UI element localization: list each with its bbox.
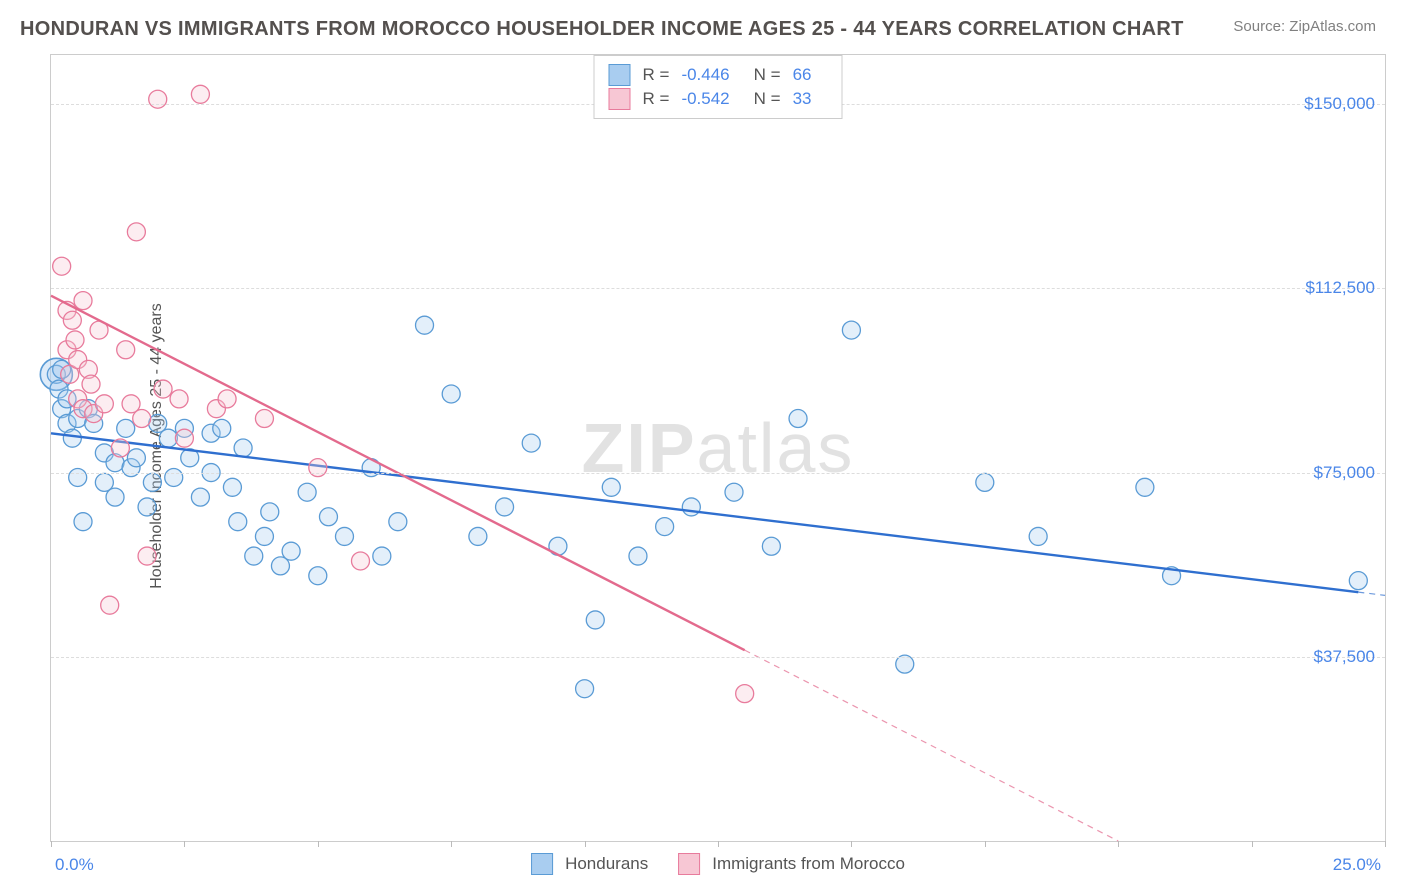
r-label: R =: [643, 89, 670, 109]
scatter-plot-svg: [51, 55, 1385, 841]
y-tick-label: $112,500: [1305, 278, 1375, 298]
n-label: N =: [754, 65, 781, 85]
swatch-morocco: [609, 88, 631, 110]
y-tick-label: $75,000: [1314, 463, 1375, 483]
legend-item-morocco: Immigrants from Morocco: [678, 853, 905, 875]
x-axis-max-label: 25.0%: [1333, 855, 1381, 875]
swatch-hondurans: [531, 853, 553, 875]
n-value-hondurans: 66: [793, 65, 812, 85]
correlation-legend: R = -0.446 N = 66 R = -0.542 N = 33: [594, 55, 843, 119]
chart-title: HONDURAN VS IMMIGRANTS FROM MOROCCO HOUS…: [20, 18, 1184, 41]
legend-item-hondurans: Hondurans: [531, 853, 648, 875]
series-legend: Hondurans Immigrants from Morocco: [531, 853, 905, 875]
r-value-morocco: -0.542: [681, 89, 729, 109]
source-link[interactable]: ZipAtlas.com: [1289, 18, 1376, 35]
legend-row-morocco: R = -0.542 N = 33: [609, 88, 828, 110]
r-label: R =: [643, 65, 670, 85]
r-value-hondurans: -0.446: [681, 65, 729, 85]
n-label: N =: [754, 89, 781, 109]
source-attribution: Source: ZipAtlas.com: [1233, 18, 1376, 35]
y-tick-label: $150,000: [1304, 94, 1375, 114]
legend-row-hondurans: R = -0.446 N = 66: [609, 64, 828, 86]
swatch-hondurans: [609, 64, 631, 86]
source-label: Source:: [1233, 18, 1289, 35]
n-value-morocco: 33: [793, 89, 812, 109]
chart-plot-area: ZIPatlas R = -0.446 N = 66 R = -0.542 N …: [50, 54, 1386, 842]
y-tick-label: $37,500: [1314, 647, 1375, 667]
x-axis-min-label: 0.0%: [55, 855, 94, 875]
legend-label-hondurans: Hondurans: [565, 854, 648, 874]
swatch-morocco: [678, 853, 700, 875]
legend-label-morocco: Immigrants from Morocco: [712, 854, 905, 874]
